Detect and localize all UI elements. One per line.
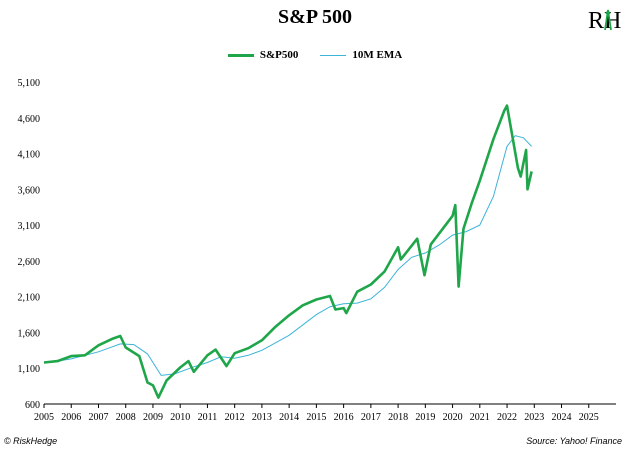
legend-label-sp500: S&P500 — [259, 49, 299, 61]
y-tick-label: 1,100 — [18, 364, 41, 375]
legend-item-sp500: S&P500 — [227, 49, 299, 61]
footer-source: Source: Yahoo! Finance — [526, 436, 622, 446]
x-tick-label: 2021 — [470, 412, 490, 423]
chart-title: S&P 500 — [278, 6, 352, 28]
x-tick-label: 2024 — [552, 412, 572, 423]
footer-credit: © RiskHedge — [4, 436, 58, 446]
legend-label-ema: 10M EMA — [352, 49, 403, 61]
riskhedge-logo: RH — [588, 8, 621, 34]
legend-swatch-ema — [320, 54, 347, 56]
y-tick-label: 5,100 — [18, 78, 41, 89]
x-tick-label: 2023 — [524, 412, 544, 423]
y-tick-label: 1,600 — [18, 328, 41, 339]
x-tick-label: 2006 — [61, 412, 81, 423]
chart-legend: S&P500 10M EMA — [0, 49, 630, 61]
x-tick-label: 2015 — [306, 412, 326, 423]
x-tick-label: 2022 — [497, 412, 517, 423]
x-tick-label: 2007 — [88, 412, 108, 423]
x-tick-label: 2011 — [198, 412, 218, 423]
x-tick-label: 2016 — [334, 412, 354, 423]
y-tick-label: 4,100 — [18, 150, 41, 161]
x-tick-label: 2025 — [579, 412, 599, 423]
x-tick-label: 2009 — [143, 412, 163, 423]
x-tick-label: 2013 — [252, 412, 272, 423]
y-tick-label: 3,600 — [18, 185, 41, 196]
series-line-ema — [43, 135, 532, 376]
x-tick-label: 2010 — [170, 412, 190, 423]
x-tick-label: 2018 — [388, 412, 408, 423]
y-tick-label: 3,100 — [18, 221, 41, 232]
y-tick-label: 4,600 — [18, 114, 41, 125]
x-tick-label: 2020 — [443, 412, 463, 423]
x-tick-label: 2019 — [415, 412, 435, 423]
x-tick-label: 2014 — [279, 412, 299, 423]
x-tick-label: 2017 — [361, 412, 381, 423]
y-tick-label: 600 — [25, 400, 40, 411]
legend-swatch-sp500 — [227, 53, 254, 57]
y-tick-label: 2,100 — [18, 293, 41, 304]
x-tick-label: 2005 — [34, 412, 54, 423]
x-tick-label: 2008 — [116, 412, 136, 423]
series-line-sp500 — [43, 104, 533, 399]
y-tick-label: 2,600 — [18, 257, 41, 268]
x-tick-label: 2012 — [225, 412, 245, 423]
legend-item-ema: 10M EMA — [320, 49, 402, 61]
